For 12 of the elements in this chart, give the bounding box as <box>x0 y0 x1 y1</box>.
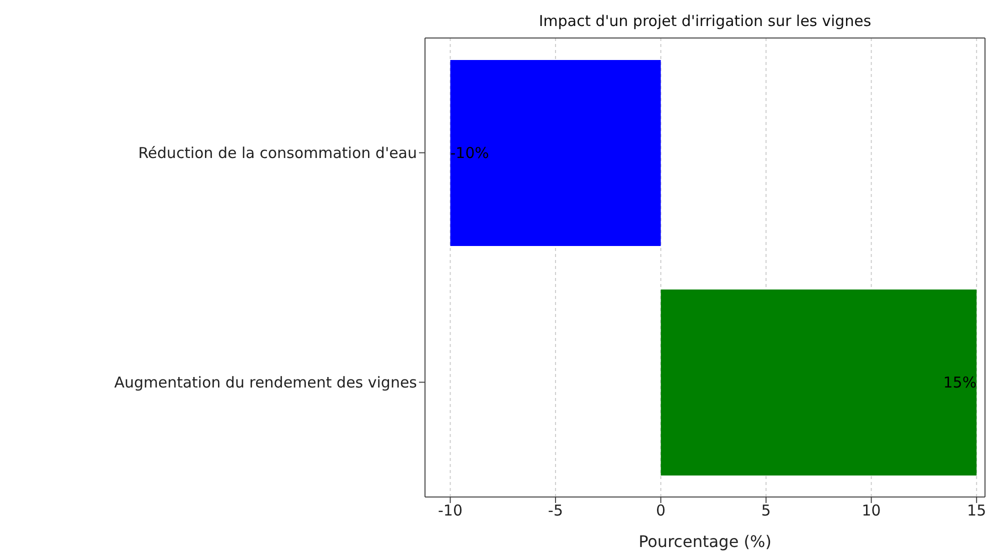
data-label: -10% <box>450 144 490 162</box>
x-tick-label: 5 <box>761 502 771 520</box>
x-tick-label: 0 <box>656 502 666 520</box>
y-tick-label: Augmentation du rendement des vignes <box>114 374 418 392</box>
x-tick-label: -10 <box>438 502 463 520</box>
x-tick-label: -5 <box>548 502 564 520</box>
x-axis-title: Pourcentage (%) <box>638 532 772 551</box>
data-label: 15% <box>943 374 977 392</box>
chart-title: Impact d'un projet d'irrigation sur les vignes <box>538 12 872 30</box>
x-tick-label: 10 <box>862 502 881 520</box>
y-tick-label: Réduction de la consommation d'eau <box>138 144 417 162</box>
x-tick-label: 15 <box>967 502 986 520</box>
